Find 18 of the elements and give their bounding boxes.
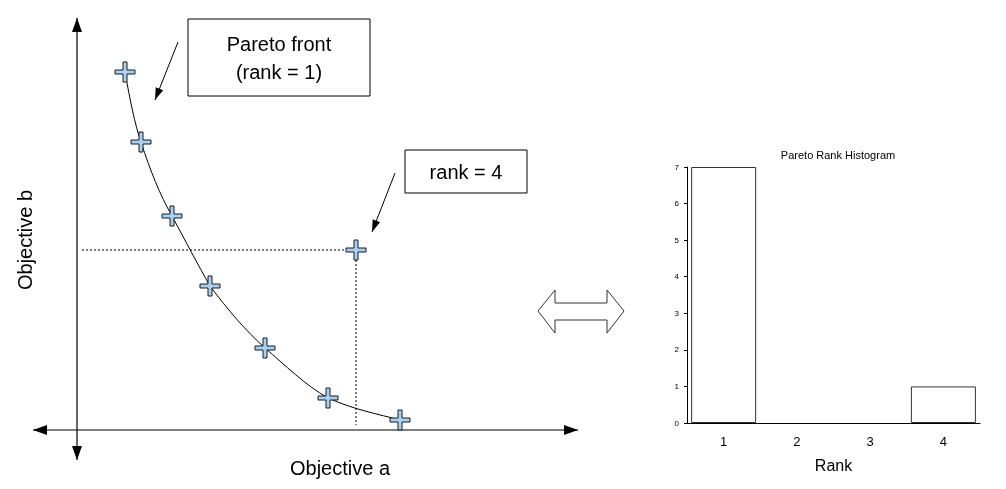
- y-tick-label: 6: [674, 199, 680, 209]
- text: Objective a: [289, 457, 391, 479]
- text: rank = 4: [429, 160, 503, 183]
- x-tick-label: 4: [939, 434, 947, 449]
- y-tick-label: 7: [674, 162, 680, 172]
- y-tick-label: 0: [674, 418, 680, 428]
- y-tick-label: 2: [674, 345, 680, 355]
- chart-title: Pareto Rank Histogram: [780, 148, 896, 161]
- x-tick-label: 3: [866, 434, 874, 449]
- x-tick-label: 2: [793, 434, 801, 449]
- x-axis-title: Rank: [814, 456, 854, 474]
- y-tick-label: 3: [674, 308, 680, 318]
- y-tick-label: 5: [674, 235, 680, 245]
- y-tick-label: 1: [674, 381, 680, 391]
- x-tick-label: 1: [720, 434, 728, 449]
- text: Pareto front (rank = 1): [226, 32, 332, 83]
- y-tick-label: 4: [674, 272, 680, 282]
- text: Objective b: [14, 189, 36, 291]
